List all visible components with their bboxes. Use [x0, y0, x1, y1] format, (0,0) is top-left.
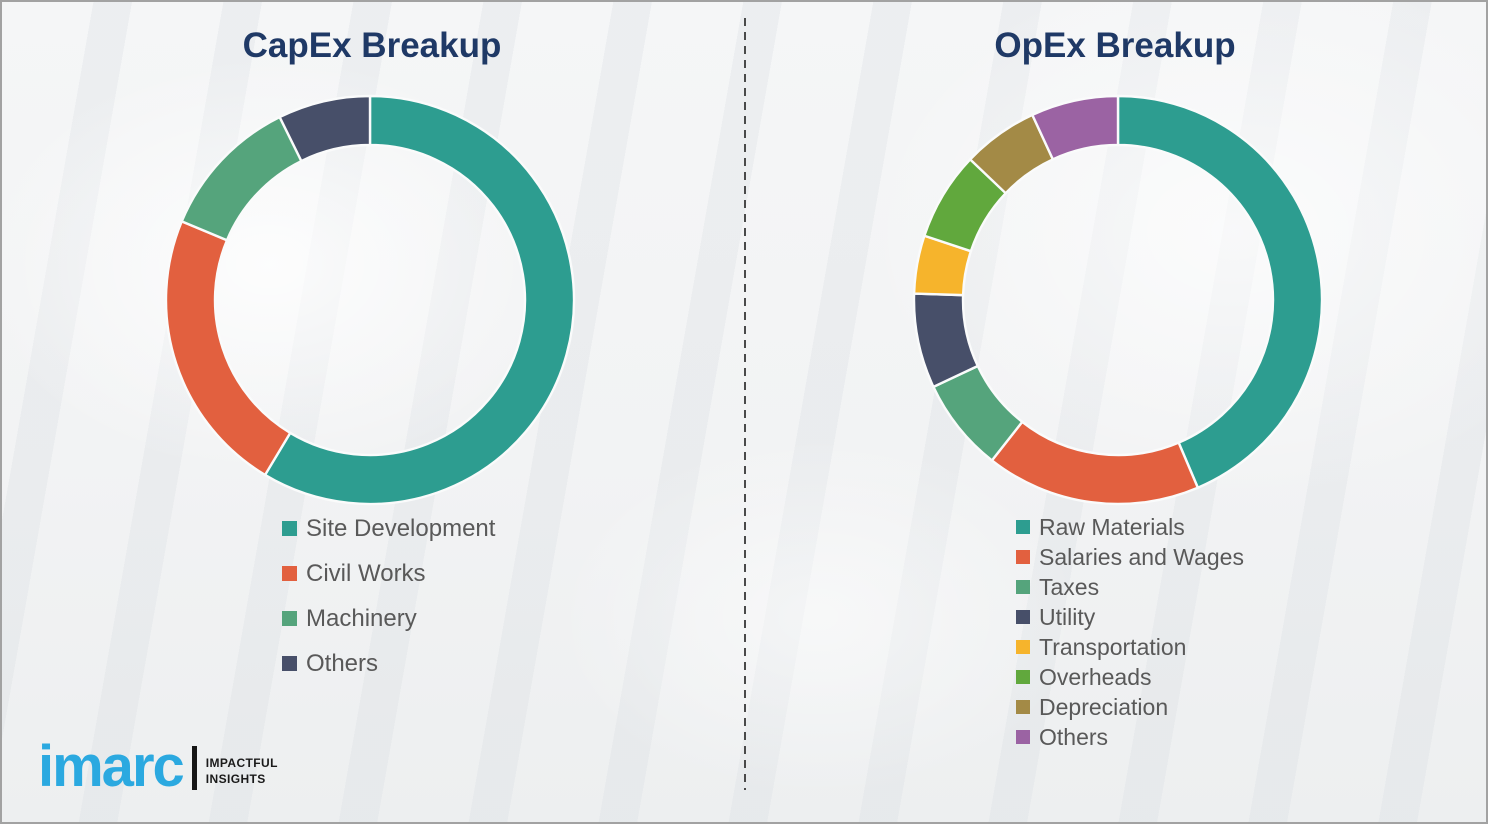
legend-swatch-icon: [1016, 610, 1030, 624]
capex-legend: Site Development Civil Works Machinery Othe…: [282, 506, 495, 686]
legend-swatch-icon: [1016, 670, 1030, 684]
tagline-line-1: IMPACTFUL: [205, 756, 278, 771]
capex-chart-panel: CapEx Breakup Site Development Civil Work…: [0, 0, 744, 820]
legend-label: Depreciation: [1039, 693, 1169, 720]
legend-item-civil-works: Civil Works: [282, 551, 495, 596]
capex-title: CapEx Breakup: [242, 26, 502, 65]
tagline-line-2: INSIGHTS: [205, 771, 266, 786]
legend-label: Salaries and Wages: [1039, 543, 1244, 570]
panel-divider-dashed-line: [744, 18, 746, 790]
legend-swatch-icon: [1016, 700, 1030, 714]
imarc-wordmark: imarc: [38, 734, 185, 799]
legend-label: Civil Works: [306, 559, 426, 587]
legend-label: Others: [1039, 723, 1109, 750]
legend-label: Taxes: [1039, 573, 1100, 600]
opex-legend: Raw Materials Salaries and Wages Taxes Util…: [1016, 512, 1244, 752]
capex-donut-chart: [164, 94, 576, 506]
legend-item-salaries-and-wages: Salaries and Wages: [1016, 542, 1244, 572]
logo-tagline: IMPACTFUL INSIGHTS: [206, 756, 278, 787]
legend-swatch-icon: [1016, 550, 1030, 564]
legend-swatch-icon: [1016, 580, 1030, 594]
legend-item-transportation: Transportation: [1016, 632, 1244, 662]
legend-item-depreciation: Depreciation: [1016, 692, 1244, 722]
donut-slice-raw-materials: [1116, 94, 1324, 489]
opex-title: OpEx Breakup: [994, 26, 1236, 65]
donut-slice-salaries-and-wages: [990, 420, 1200, 506]
opex-donut-chart: [912, 94, 1324, 506]
donut-slice-others: [278, 94, 372, 163]
legend-label: Utility: [1039, 603, 1096, 630]
legend-item-machinery: Machinery: [282, 596, 495, 641]
legend-label: Machinery: [306, 604, 417, 632]
donut-slice-machinery: [180, 115, 303, 242]
logo-divider-bar: [191, 746, 197, 791]
legend-item-others: Others: [1016, 722, 1244, 752]
legend-label: Raw Materials: [1039, 513, 1185, 540]
legend-swatch-icon: [1016, 520, 1030, 534]
legend-item-overheads: Overheads: [1016, 662, 1244, 692]
legend-item-site-development: Site Development: [282, 506, 495, 551]
legend-swatch-icon: [282, 656, 297, 671]
imarc-logo: imarc IMPACTFUL INSIGHTS: [38, 734, 278, 799]
legend-label: Site Development: [306, 514, 496, 542]
donut-slice-civil-works: [164, 220, 292, 477]
opex-chart-panel: OpEx Breakup Raw Materials Salaries and W…: [746, 0, 1484, 820]
donut-slice-others: [1031, 94, 1120, 161]
legend-item-raw-materials: Raw Materials: [1016, 512, 1244, 542]
legend-swatch-icon: [282, 566, 297, 581]
legend-swatch-icon: [1016, 640, 1030, 654]
legend-swatch-icon: [282, 611, 297, 626]
donut-slice-site-development: [263, 94, 576, 506]
legend-item-utility: Utility: [1016, 602, 1244, 632]
legend-item-taxes: Taxes: [1016, 572, 1244, 602]
legend-swatch-icon: [1016, 730, 1030, 744]
legend-label: Others: [306, 649, 379, 677]
legend-item-others: Others: [282, 641, 495, 686]
legend-label: Overheads: [1039, 663, 1152, 690]
legend-swatch-icon: [282, 521, 297, 536]
legend-label: Transportation: [1039, 633, 1187, 660]
